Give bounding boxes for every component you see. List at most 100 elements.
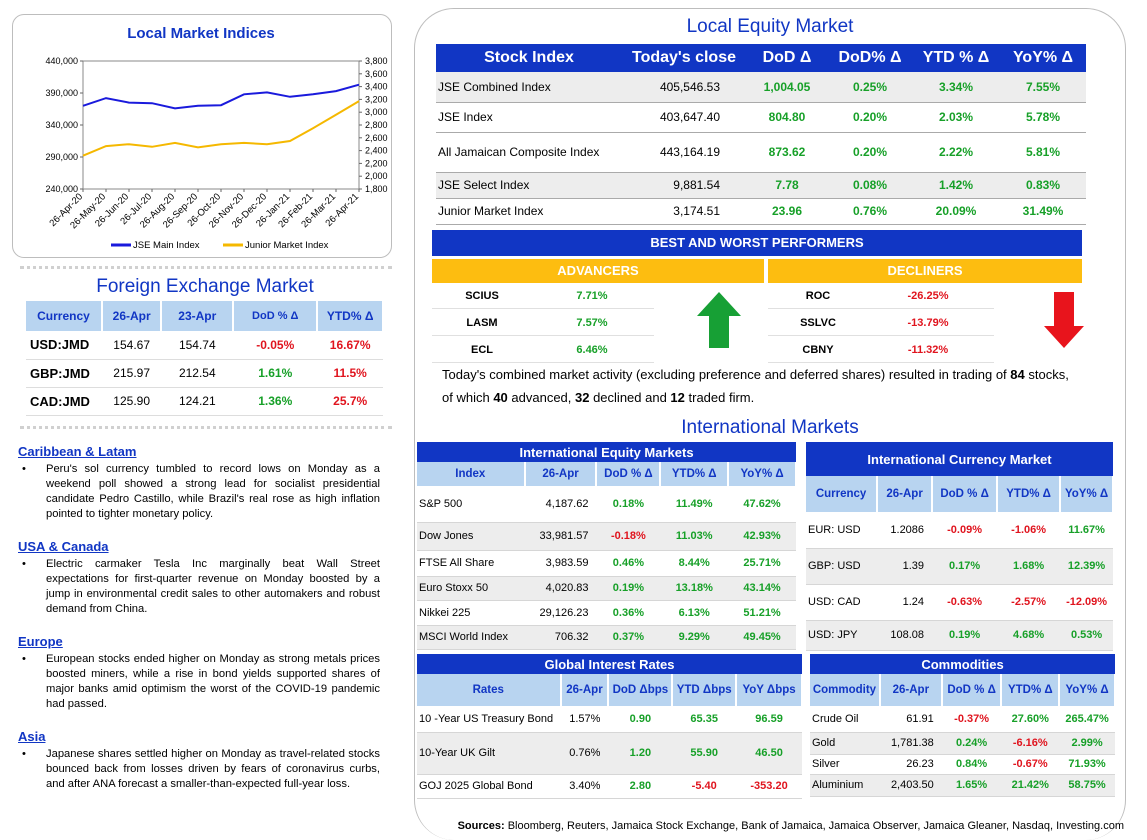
lem-yoy: 31.49% xyxy=(1000,198,1086,225)
down-arrow-icon xyxy=(1044,292,1084,348)
rates-header: 26-Apr xyxy=(560,674,610,706)
advancers-header: ADVANCERS xyxy=(432,259,764,283)
lem-dodp: 0.25% xyxy=(828,72,912,103)
rates-header: YoY Δbps xyxy=(736,674,803,706)
intl-currency-name: USD: CAD xyxy=(806,584,878,621)
advancer-row: SCIUS 7.71% xyxy=(432,283,654,309)
lem-dod: 23.96 xyxy=(746,198,828,225)
intl-currency-name: USD: JPY xyxy=(806,620,878,651)
intl-equity-table: International Equity Markets Index 26-Ap… xyxy=(417,442,797,650)
lem-index-name: All Jamaican Composite Index xyxy=(436,132,622,173)
intl-currency-yoy: -12.09% xyxy=(1060,584,1113,621)
y-right-tick-label: 3,800 xyxy=(365,56,388,66)
lem-dod: 7.78 xyxy=(746,172,828,199)
fx-ytd: 11.5% xyxy=(317,359,383,388)
news-heading[interactable]: Europe xyxy=(18,634,63,649)
series-line-junior xyxy=(82,100,360,157)
intl-equity-header: Index xyxy=(417,462,526,486)
rates-ytd: 65.35 xyxy=(672,706,737,733)
rates-ytd: 55.90 xyxy=(672,732,737,775)
lem-ytd: 2.22% xyxy=(912,132,1000,173)
intl-equity-name: Nikkei 225 xyxy=(417,600,525,626)
commodities-name: Crude Oil xyxy=(810,706,880,733)
lem-yoy: 0.83% xyxy=(1000,172,1086,199)
rates-value: 0.76% xyxy=(560,732,609,775)
lem-row: JSE Combined Index 405,546.53 1,004.05 0.25… xyxy=(436,72,1086,103)
lem-close: 403,647.40 xyxy=(622,102,746,133)
fx-dod: 1.36% xyxy=(233,387,318,416)
fx-header: 23-Apr xyxy=(161,301,235,331)
lem-ytd: 3.34% xyxy=(912,72,1000,103)
news-heading[interactable]: USA & Canada xyxy=(18,539,109,554)
fx-row: USD:JMD 154.67 154.74 -0.05% 16.67% xyxy=(26,331,383,360)
summary-count: 12 xyxy=(670,390,685,405)
commodities-ytd: 27.60% xyxy=(1001,706,1060,733)
lem-ytd: 2.03% xyxy=(912,102,1000,133)
commodities-dod: 0.24% xyxy=(941,732,1002,755)
commodities-row: Silver 26.23 0.84% -0.67% 71.93% xyxy=(810,754,1115,775)
lem-dodp: 0.08% xyxy=(828,172,912,199)
lem-dodp: 0.20% xyxy=(828,102,912,133)
intl-equity-name: S&P 500 xyxy=(417,486,525,523)
advancer-symbol: LASM xyxy=(466,317,498,329)
fx-ytd: 16.67% xyxy=(317,331,383,360)
commodities-row: Crude Oil 61.91 -0.37% 27.60% 265.47% xyxy=(810,706,1115,733)
intl-currency-yoy: 0.53% xyxy=(1060,620,1113,651)
news-usa: USA & Canada • Electric carmaker Tesla In… xyxy=(18,539,380,617)
lem-row: Junior Market Index 3,174.51 23.96 0.76% 20.… xyxy=(436,198,1086,225)
news-heading[interactable]: Asia xyxy=(18,729,46,744)
advancer-row: LASM 7.57% xyxy=(432,310,654,336)
commodities-yoy: 265.47% xyxy=(1059,706,1115,733)
y-right-tick-label: 2,800 xyxy=(365,120,388,130)
lem-row: All Jamaican Composite Index 443,164.19 87… xyxy=(436,132,1086,173)
fx-header: Currency xyxy=(26,301,103,331)
rates-name: 10-Year UK Gilt xyxy=(417,732,561,775)
fx-dod: 1.61% xyxy=(233,359,318,388)
series-line-jse-main xyxy=(82,83,360,110)
rates-title: Global Interest Rates xyxy=(417,654,802,674)
news-text: European stocks ended higher on Monday a… xyxy=(46,653,380,710)
rates-yoy: -353.20 xyxy=(736,774,802,799)
intl-currency-row: GBP: USD 1.39 0.17% 1.68% 12.39% xyxy=(806,548,1113,585)
local-equity-table: Stock Index Today's close DoD Δ DoD% Δ Y… xyxy=(436,44,1086,225)
divider xyxy=(20,266,392,269)
news-caribbean: Caribbean & Latam • Peru's sol currency t… xyxy=(18,444,380,522)
rates-header: Rates xyxy=(417,674,562,706)
intl-currency-ytd: -1.06% xyxy=(997,512,1061,549)
intl-currency-title: International Currency Market xyxy=(806,442,1113,476)
lem-close: 3,174.51 xyxy=(622,198,746,225)
lem-header: YoY% Δ xyxy=(1000,44,1086,72)
commodities-yoy: 2.99% xyxy=(1059,732,1115,755)
intl-currency-row: EUR: USD 1.2086 -0.09% -1.06% 11.67% xyxy=(806,512,1113,549)
rates-name: 10 -Year US Treasury Bond xyxy=(417,706,561,733)
fx-table: Currency 26-Apr 23-Apr DoD % Δ YTD% Δ US… xyxy=(26,301,384,416)
lem-row: JSE Select Index 9,881.54 7.78 0.08% 1.42% 0.… xyxy=(436,172,1086,199)
lem-ytd: 20.09% xyxy=(912,198,1000,225)
lem-ytd: 1.42% xyxy=(912,172,1000,199)
sources-text: Bloomberg, Reuters, Jamaica Stock Exchan… xyxy=(504,820,1124,832)
intl-equity-name: Dow Jones xyxy=(417,522,525,551)
intl-currency-name: GBP: USD xyxy=(806,548,878,585)
intl-equity-dod: 0.36% xyxy=(596,600,661,626)
intl-equity-row: Euro Stoxx 50 4,020.83 0.19% 13.18% 43.14% xyxy=(417,576,796,601)
news-heading[interactable]: Caribbean & Latam xyxy=(18,444,137,459)
intl-equity-header: YTD% Δ xyxy=(660,462,730,486)
legend-label: Junior Market Index xyxy=(245,240,329,251)
commodities-dod: -0.37% xyxy=(941,706,1002,733)
intl-equity-value: 33,981.57 xyxy=(524,522,597,551)
lem-close: 405,546.53 xyxy=(622,72,746,103)
commodities-row: Aluminium 2,403.50 1.65% 21.42% 58.75% xyxy=(810,774,1115,797)
rates-header: YTD Δbps xyxy=(672,674,738,706)
lem-dod: 804.80 xyxy=(746,102,828,133)
y-right-tick-label: 2,400 xyxy=(365,146,388,156)
y-left-tick-label: 440,000 xyxy=(45,56,78,66)
commodities-ytd: 21.42% xyxy=(1001,774,1060,797)
intl-equity-row: Nikkei 225 29,126.23 0.36% 6.13% 51.21% xyxy=(417,600,796,626)
lem-index-name: Junior Market Index xyxy=(436,198,622,225)
intl-currency-header: Currency xyxy=(806,476,879,512)
commodities-header: Commodity xyxy=(810,674,881,706)
advancer-pct: 7.71% xyxy=(576,290,608,302)
decliner-row: CBNY -11.32% xyxy=(768,337,994,363)
lem-header: Today's close xyxy=(622,44,746,72)
fx-rate-prev: 212.54 xyxy=(161,359,234,388)
